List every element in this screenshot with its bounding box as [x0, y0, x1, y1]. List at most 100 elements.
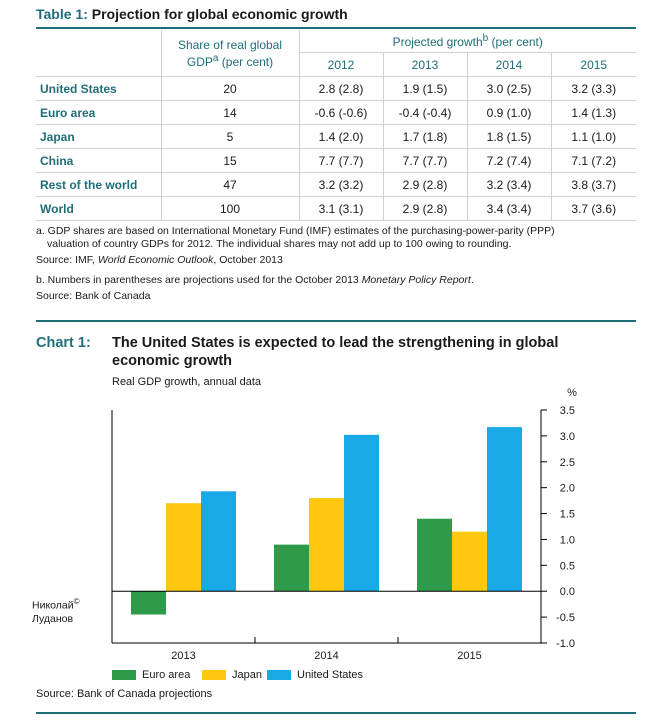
table-header-row-2: 2012 2013 2014 2015: [36, 52, 636, 77]
share-cell: 14: [161, 100, 300, 125]
country-cell: Japan: [36, 124, 162, 149]
growth-cell: 3.1 (3.1): [299, 196, 384, 221]
legend-us-label: United States: [297, 669, 364, 681]
share-cell: 47: [161, 172, 300, 197]
growth-cell: 2.9 (2.8): [383, 196, 468, 221]
country-cell: United States: [36, 76, 162, 101]
watermark-line1: Николай: [32, 599, 74, 612]
share-header-line1: Share of real global: [177, 37, 283, 52]
projection-header-text: Projected growth: [392, 35, 483, 49]
source-a-post: , October 2013: [213, 254, 283, 266]
share-cell: 15: [161, 148, 300, 173]
table-title-text: Projection for global economic growth: [91, 6, 348, 22]
country-header: [36, 30, 162, 77]
legend-japan-label: Japan: [232, 669, 262, 681]
y-tick-label: 0.5: [560, 560, 575, 572]
watermark-line2: Луданов: [32, 612, 74, 625]
table-title: Table 1: Projection for global economic …: [36, 6, 348, 22]
note-b-pre: b. Numbers in parentheses are projection…: [36, 274, 362, 286]
table-row: Euro area 14 -0.6 (-0.6) -0.4 (-0.4) 0.9 (1.…: [36, 100, 636, 125]
country-cell: China: [36, 148, 162, 173]
table-row: Japan 5 1.4 (2.0) 1.7 (1.8) 1.8 (1.5) 1.1 (1.…: [36, 124, 636, 149]
growth-cell: 7.1 (7.2): [551, 148, 636, 173]
y-tick-label: 2.5: [560, 457, 575, 469]
growth-cell: 3.7 (3.6): [551, 196, 636, 221]
y-tick-label: 3.0: [560, 431, 575, 443]
growth-cell: 3.2 (3.4): [467, 172, 552, 197]
country-cell: Euro area: [36, 100, 162, 125]
y-tick-label: -0.5: [556, 612, 575, 624]
projection-header: Projected growthb (per cent): [299, 30, 636, 53]
note-a-line1: a. GDP shares are based on International…: [36, 225, 555, 237]
table-top-rule: [36, 27, 636, 29]
share-header-line2: GDP: [186, 54, 213, 69]
share-header-sup: a: [212, 52, 219, 64]
bar-united-states: [201, 491, 236, 592]
year-header-2013: 2013: [383, 52, 468, 77]
share-header: Share of real global GDPa (per cent): [161, 30, 300, 77]
growth-cell: 1.7 (1.8): [383, 124, 468, 149]
x-tick-label: 2014: [314, 650, 338, 662]
note-b-italic: Monetary Policy Report: [361, 274, 471, 286]
note-a: a. GDP shares are based on International…: [36, 225, 646, 251]
table-header-row-1: Share of real global GDPa (per cent) Pro…: [36, 30, 636, 77]
note-b-post: .: [470, 274, 474, 286]
y-tick-label: -1.0: [556, 638, 575, 650]
year-header-2015: 2015: [551, 52, 636, 77]
country-cell: Rest of the world: [36, 172, 162, 197]
source-a-italic: World Economic Outlook: [97, 254, 214, 266]
legend-japan-swatch: [202, 670, 226, 680]
note-a-line2: valuation of country GDPs for 2012. The …: [47, 238, 512, 250]
growth-cell: 2.9 (2.8): [383, 172, 468, 197]
chart-label: Chart 1:: [36, 335, 91, 351]
growth-cell: 3.2 (3.2): [299, 172, 384, 197]
legend-japan: Japan: [202, 669, 262, 681]
chart-top-rule: [36, 320, 636, 322]
growth-cell: 1.1 (1.0): [551, 124, 636, 149]
growth-cell: 0.9 (1.0): [467, 100, 552, 125]
table-row: Rest of the world 47 3.2 (3.2) 2.9 (2.8) 3.2…: [36, 172, 636, 197]
chart-title-text: The United States is expected to lead th…: [112, 335, 559, 369]
growth-cell: 2.8 (2.8): [299, 76, 384, 101]
chart-source: Source: Bank of Canada projections: [36, 688, 213, 700]
growth-cell: 7.7 (7.7): [383, 148, 468, 173]
legend-euro: Euro area: [112, 669, 190, 681]
y-tick-label: 1.0: [560, 534, 575, 546]
y-unit-label: %: [567, 387, 577, 399]
legend-euro-label: Euro area: [142, 669, 191, 681]
share-cell: 5: [161, 124, 300, 149]
growth-table: Share of real global GDPa (per cent) Pro…: [36, 30, 636, 221]
share-header-line2-post: (per cent): [218, 54, 274, 69]
bar-japan: [452, 531, 487, 592]
y-tick-label: 0.0: [560, 586, 575, 598]
legend-us: United States: [267, 669, 363, 681]
source-a-pre: Source: IMF,: [36, 254, 98, 266]
country-cell: World: [36, 196, 162, 221]
growth-cell: 3.8 (3.7): [551, 172, 636, 197]
bottom-rule: [36, 712, 636, 714]
bar-japan: [166, 503, 201, 592]
share-cell: 100: [161, 196, 300, 221]
table-label: Table 1:: [36, 6, 88, 22]
chart-subtitle: Real GDP growth, annual data: [112, 376, 261, 388]
growth-cell: -0.6 (-0.6): [299, 100, 384, 125]
bar-japan: [309, 498, 344, 592]
source-a: Source: IMF, World Economic Outlook, Oct…: [36, 254, 646, 267]
bar-united-states: [487, 427, 522, 592]
table-row: United States 20 2.8 (2.8) 1.9 (1.5) 3.0 (2.…: [36, 76, 636, 101]
growth-cell: 1.8 (1.5): [467, 124, 552, 149]
growth-cell: 3.0 (2.5): [467, 76, 552, 101]
legend-euro-swatch: [112, 670, 136, 680]
projection-header-sup: b: [482, 33, 489, 44]
note-b: b. Numbers in parentheses are projection…: [36, 274, 646, 287]
growth-cell: -0.4 (-0.4): [383, 100, 468, 125]
y-tick-label: 3.5: [560, 405, 575, 417]
table-body: United States 20 2.8 (2.8) 1.9 (1.5) 3.0 (2.…: [36, 76, 636, 221]
growth-cell: 3.4 (3.4): [467, 196, 552, 221]
watermark: Николай© Луданов: [32, 595, 80, 626]
bar-euro-area: [131, 591, 166, 615]
year-header-2012: 2012: [299, 52, 384, 77]
projection-header-post: (per cent): [488, 35, 543, 49]
growth-cell: 1.9 (1.5): [383, 76, 468, 101]
year-header-2014: 2014: [467, 52, 552, 77]
